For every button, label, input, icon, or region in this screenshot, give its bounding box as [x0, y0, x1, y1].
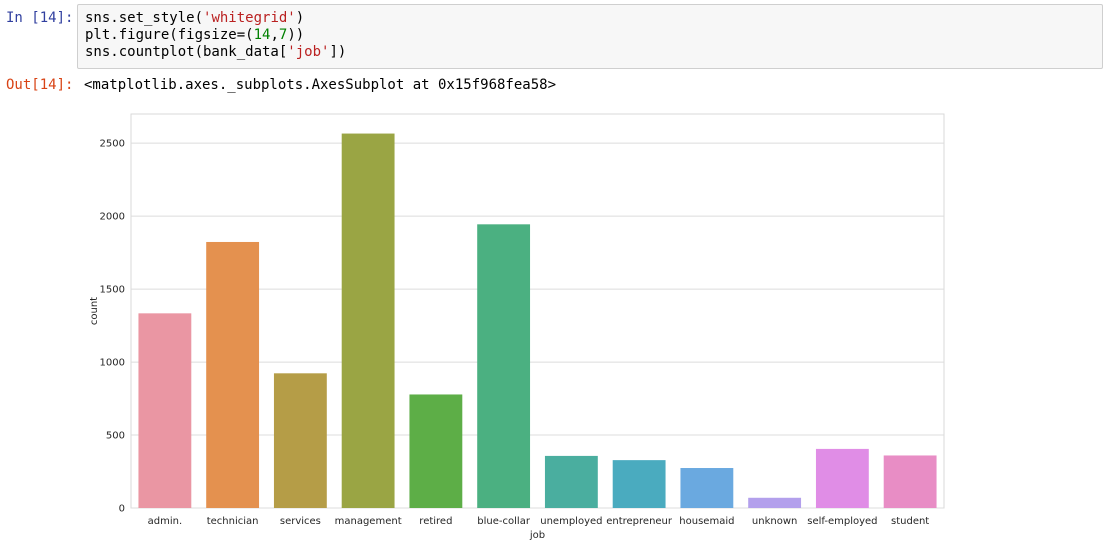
code-token: 'whitegrid' — [203, 10, 296, 26]
y-tick-label: 2000 — [100, 212, 125, 223]
code-token: sns.set_style( — [85, 10, 204, 26]
bar-housemaid — [680, 468, 734, 508]
code-line: sns.set_style('whitegrid') — [85, 10, 346, 27]
bar-blue-collar — [477, 224, 531, 508]
x-tick-label: student — [891, 516, 929, 527]
x-tick-label: retired — [419, 516, 452, 527]
x-tick-label: blue-collar — [477, 516, 531, 527]
output-repr-text: <matplotlib.axes._subplots.AxesSubplot a… — [84, 77, 557, 93]
y-tick-label: 2500 — [100, 139, 125, 150]
code-editor[interactable]: sns.set_style('whitegrid') plt.figure(fig… — [85, 10, 346, 61]
bar-admin — [138, 313, 192, 508]
y-tick-label: 1000 — [100, 358, 125, 369]
x-tick-label: unemployed — [540, 516, 602, 527]
x-tick-label: self-employed — [807, 516, 877, 527]
bar-self-employed — [815, 448, 869, 508]
code-token: sns.countplot(bank_data[ — [85, 44, 288, 60]
x-axis-label: job — [529, 530, 545, 541]
y-tick-label: 0 — [119, 504, 125, 515]
bar-unemployed — [544, 455, 598, 508]
code-token: ) — [295, 10, 305, 26]
plot-area — [130, 113, 945, 509]
bar-retired — [409, 394, 463, 508]
code-token: )) — [287, 27, 305, 43]
code-token: 7 — [278, 27, 288, 43]
x-tick-label: services — [280, 516, 321, 527]
y-tick-label: 1500 — [100, 285, 125, 296]
output-prompt: Out[14]: — [6, 77, 74, 93]
code-token: plt.figure(figsize=( — [85, 27, 254, 43]
code-cell-input[interactable]: sns.set_style('whitegrid') plt.figure(fig… — [77, 4, 1103, 69]
bar-entrepreneur — [612, 460, 666, 508]
code-token: , — [270, 27, 279, 43]
x-tick-label: unknown — [752, 516, 797, 527]
input-prompt: In [14]: — [6, 10, 74, 26]
code-line: plt.figure(figsize=(14,7)) — [85, 27, 346, 44]
x-tick-label: admin. — [148, 516, 183, 527]
x-tick-label: entrepreneur — [606, 516, 673, 527]
y-axis-label: count — [89, 297, 100, 325]
code-token: 'job' — [287, 44, 330, 60]
bar-management — [341, 133, 395, 508]
x-tick-label: housemaid — [679, 516, 734, 527]
bar-unknown — [748, 497, 802, 508]
bar-services — [273, 373, 327, 508]
bar-student — [883, 455, 937, 508]
code-line: sns.countplot(bank_data['job']) — [85, 44, 346, 61]
y-tick-label: 500 — [106, 431, 125, 442]
code-token: 14 — [253, 27, 271, 43]
bar-technician — [206, 241, 260, 508]
x-tick-label: technician — [207, 516, 259, 527]
x-tick-label: management — [335, 516, 402, 527]
code-token: ]) — [329, 44, 347, 60]
